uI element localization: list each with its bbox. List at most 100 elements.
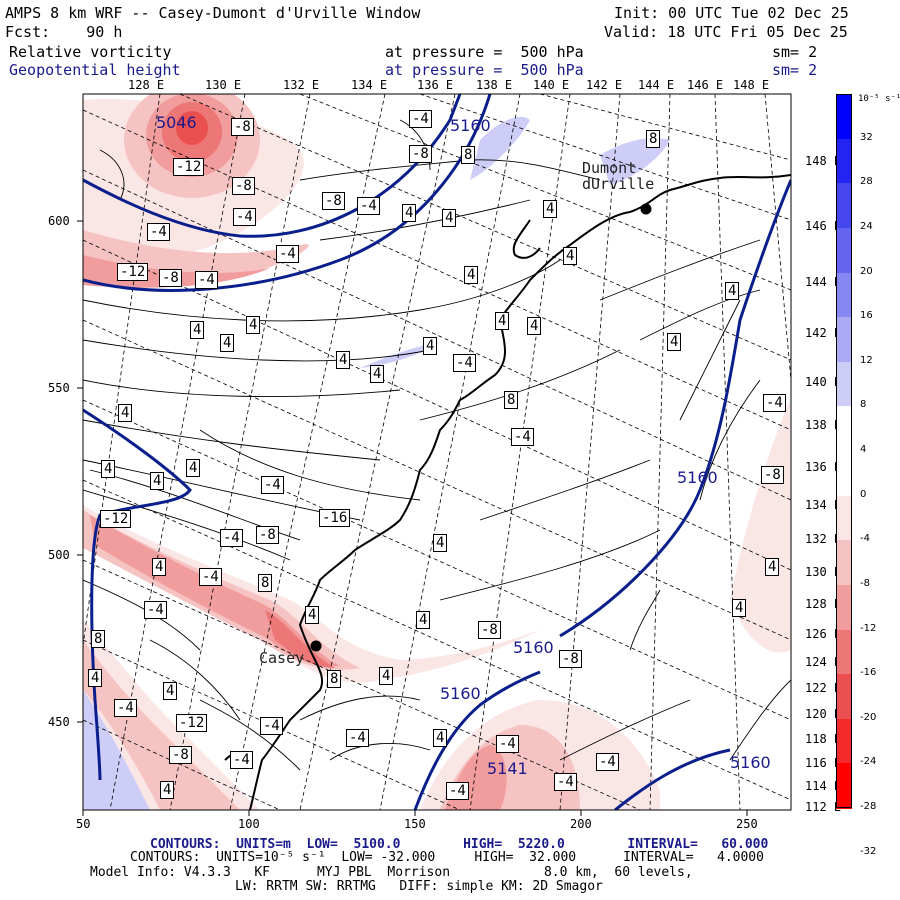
vorticity-contour-label: 4 bbox=[725, 282, 740, 300]
vorticity-contour-label: 4 bbox=[190, 321, 205, 339]
colorbar-tick-label: -28 bbox=[860, 801, 877, 812]
vorticity-contour-label: -4 bbox=[446, 782, 469, 800]
vorticity-contour-label: 4 bbox=[186, 459, 201, 477]
vorticity-contour-label: 4 bbox=[336, 351, 351, 369]
vorticity-contour-label: -4 bbox=[596, 753, 619, 771]
colorbar-segment bbox=[836, 763, 852, 809]
vorticity-contour-label: -4 bbox=[496, 735, 519, 753]
vorticity-contour-label: 4 bbox=[442, 209, 457, 227]
top-lon-label: 146 E bbox=[687, 78, 724, 92]
vorticity-contour-label: 4 bbox=[464, 266, 479, 284]
vorticity-contour-label: -4 bbox=[260, 717, 283, 735]
height-label: 5160 bbox=[450, 116, 491, 135]
colorbar-tick-label: -12 bbox=[860, 622, 877, 634]
colorbar-tick-label: -32 bbox=[860, 845, 877, 857]
colorbar-segment bbox=[836, 584, 852, 630]
x-tick-label: 150 bbox=[404, 817, 426, 831]
height-contours bbox=[83, 94, 791, 810]
casey-station-label: Casey bbox=[259, 649, 305, 667]
vorticity-contour-label: 4 bbox=[88, 669, 103, 687]
vorticity-contour-label: -4 bbox=[346, 729, 369, 747]
colorbar-tick-label: 16 bbox=[860, 310, 873, 322]
vorticity-contour-label: 4 bbox=[150, 472, 165, 490]
dumont-station-marker bbox=[640, 203, 652, 215]
vorticity-contour-label: -8 bbox=[478, 621, 501, 639]
vorticity-contour-label: -8 bbox=[169, 746, 192, 764]
colorbar-tick-label: 0 bbox=[860, 488, 867, 500]
field2-level: at pressure = 500 hPa bbox=[385, 61, 584, 79]
colorbar-tick-label: -16 bbox=[860, 667, 877, 679]
vorticity-contour-label: -4 bbox=[357, 197, 380, 215]
x-tick-label: 250 bbox=[736, 817, 758, 831]
init-time: Init: 00 UTC Tue 02 Dec 25 bbox=[614, 4, 849, 22]
vorticity-contour-label: -4 bbox=[230, 751, 253, 769]
vorticity-contour-label: 4 bbox=[732, 599, 747, 617]
vorticity-contour-label: 8 bbox=[327, 670, 342, 688]
vorticity-contour-label: -8 bbox=[322, 192, 345, 210]
vorticity-contour-label: 4 bbox=[495, 312, 510, 330]
vorticity-contour-label: -4 bbox=[511, 428, 534, 446]
colorbar-segment bbox=[836, 495, 852, 541]
vorticity-contour-label: -4 bbox=[199, 568, 222, 586]
vorticity-contour-label: -8 bbox=[409, 145, 432, 163]
vorticity-contour-label: 4 bbox=[379, 667, 394, 685]
colorbar-tick-label: -4 bbox=[860, 533, 870, 545]
vorticity-contour-label: 4 bbox=[152, 558, 167, 576]
colorbar-unit: 10⁻⁵ s⁻¹ bbox=[858, 94, 900, 104]
colorbar-tick-label: 4 bbox=[860, 444, 867, 455]
colorbar-tick-label: 28 bbox=[860, 176, 873, 188]
vorticity-contour-label: -4 bbox=[233, 208, 256, 226]
vorticity-contour-label: -8 bbox=[232, 177, 255, 195]
footer-vorticity-contours: CONTOURS: UNITS=10⁻⁵ s⁻¹ LOW= -32.000 HI… bbox=[130, 850, 764, 865]
axis-ticks bbox=[77, 220, 748, 816]
vorticity-contour-label: 8 bbox=[504, 391, 519, 409]
y-tick-label: 550 bbox=[48, 381, 70, 395]
footer-model-info: Model Info: V4.3.3 KF MYJ PBL Morrison 8… bbox=[90, 865, 693, 880]
vorticity-contour-label: 4 bbox=[118, 404, 133, 422]
colorbar-segment bbox=[836, 406, 852, 452]
vorticity-contour-label: -4 bbox=[220, 529, 243, 547]
vorticity-contour-label: -8 bbox=[559, 650, 582, 668]
colorbar-segment bbox=[836, 629, 852, 675]
vorticity-contour-label: -4 bbox=[114, 699, 137, 717]
colorbar-tick-label: -20 bbox=[860, 711, 877, 723]
vorticity-contour-label: -4 bbox=[144, 601, 167, 619]
vorticity-contour-label: 4 bbox=[370, 365, 385, 383]
colorbar-tick-label: -24 bbox=[860, 756, 877, 768]
vorticity-contour-label: 8 bbox=[646, 130, 661, 148]
field1-smooth: sm= 2 bbox=[772, 43, 818, 61]
vorticity-contour-label: 8 bbox=[91, 630, 106, 648]
vorticity-contour-label: 4 bbox=[101, 460, 116, 478]
footer-physics-info: LW: RRTM SW: RRTMG DIFF: simple KM: 2D S… bbox=[235, 879, 603, 894]
field2-name: Geopotential height bbox=[9, 61, 181, 79]
field1-level: at pressure = 500 hPa bbox=[385, 43, 584, 61]
top-lon-label: 148 E bbox=[733, 78, 770, 92]
colorbar-tick-label: 32 bbox=[860, 131, 873, 143]
height-label: 5141 bbox=[487, 759, 528, 778]
x-tick-label: 50 bbox=[76, 817, 91, 831]
vorticity-contour-label: 4 bbox=[246, 316, 261, 334]
dumont-station-label: Dumont dUrville bbox=[582, 159, 655, 193]
colorbar bbox=[836, 94, 852, 809]
colorbar-tick-label: 20 bbox=[860, 265, 873, 277]
y-tick-label: 600 bbox=[48, 214, 70, 228]
height-label: 5046 bbox=[156, 113, 197, 132]
plot-frame bbox=[82, 93, 792, 811]
vorticity-contour-label: -12 bbox=[117, 263, 149, 281]
top-lon-label: 138 E bbox=[476, 78, 513, 92]
height-label: 5160 bbox=[440, 684, 481, 703]
height-label: 5160 bbox=[677, 468, 718, 487]
vorticity-contour-label: 4 bbox=[416, 611, 431, 629]
casey-station-marker bbox=[310, 640, 322, 652]
vorticity-contour-label: -4 bbox=[409, 110, 432, 128]
vorticity-contour-label: -8 bbox=[761, 466, 784, 484]
field2-smooth: sm= 2 bbox=[772, 61, 818, 79]
y-tick-label: 500 bbox=[48, 548, 70, 562]
vorticity-contour-label: -4 bbox=[453, 354, 476, 372]
colorbar-segment bbox=[836, 718, 852, 764]
vorticity-contour-label: -12 bbox=[173, 158, 205, 176]
top-lon-label: 130 E bbox=[205, 78, 242, 92]
vorticity-contour-label: 4 bbox=[543, 200, 558, 218]
colorbar-segment bbox=[836, 317, 852, 363]
vorticity-contour-label: -4 bbox=[195, 271, 218, 289]
